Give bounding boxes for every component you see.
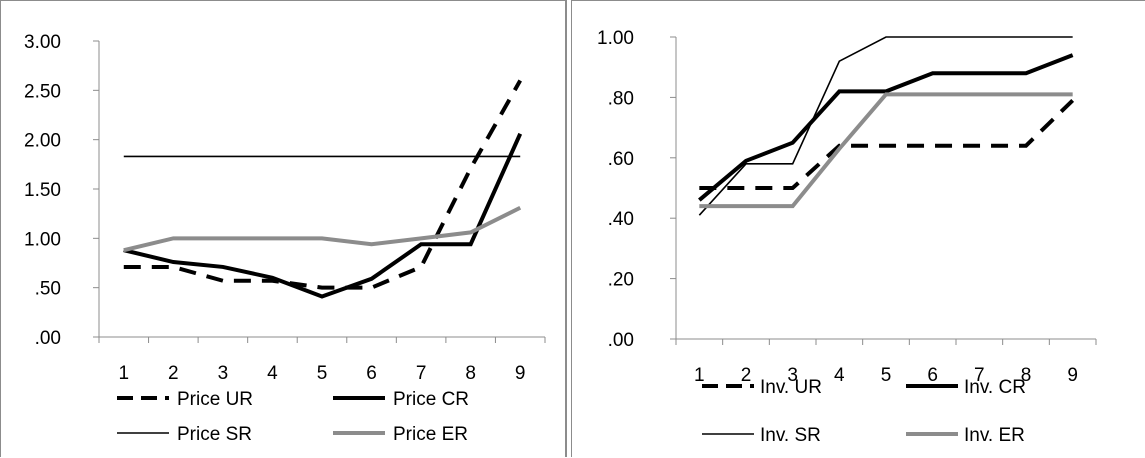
chart-divider [566, 0, 571, 457]
series-line-price-ur [123, 79, 522, 290]
legend-label: Price ER [393, 424, 468, 445]
y-tick-label: .00 [608, 330, 634, 351]
y-tick-label: .60 [608, 149, 634, 170]
x-tick-label: 6 [366, 363, 377, 384]
x-tick-label: 7 [416, 363, 427, 384]
y-tick-label: 1.50 [24, 180, 61, 201]
price-chart-panel: .00 .50 1.00 1.50 2.00 2.50 3.00 1 2 3 4 5 6 7 8 9 Price… [0, 0, 566, 457]
legend-label: Inv. SR [760, 425, 821, 446]
series-line-price-cr [123, 132, 523, 299]
y-tick-label: .00 [35, 328, 61, 349]
x-tick-label: 4 [834, 365, 845, 386]
series-line-inv-cr [698, 53, 1074, 202]
y-tick-label: .20 [608, 270, 634, 291]
legend-label: Inv. CR [964, 377, 1026, 398]
x-tick-label: 1 [694, 365, 705, 386]
y-tick-label: 1.00 [24, 229, 61, 250]
legend-label: Price UR [177, 389, 253, 410]
x-tick-label: 6 [927, 365, 938, 386]
y-tick-label: .80 [608, 88, 634, 109]
series-line-inv-er [699, 92, 1073, 209]
x-tick-label: 5 [881, 365, 892, 386]
x-tick-label: 8 [1021, 365, 1032, 386]
y-tick-label: .50 [35, 279, 61, 300]
legend-label: Price SR [177, 424, 252, 445]
y-tick-label: 3.00 [24, 32, 61, 53]
y-tick-label: 2.50 [24, 81, 61, 102]
x-tick-label: 7 [974, 365, 985, 386]
y-tick-label: 1.00 [597, 28, 634, 49]
inventory-chart-panel: .00 .20 .40 .60 .80 1.00 1 2 3 4 5 6 7 8 9 Inv. UR Inv. … [571, 0, 1145, 457]
x-tick-label: 3 [218, 363, 229, 384]
legend-label: Inv. UR [760, 377, 822, 398]
series-line-price-er [123, 205, 522, 253]
x-tick-label: 9 [1067, 365, 1078, 386]
x-tick-label: 1 [118, 363, 129, 384]
x-tick-label: 2 [168, 363, 179, 384]
y-tick-label: .40 [608, 209, 634, 230]
series-line-inv-sr [698, 36, 1073, 216]
legend-label: Inv. ER [964, 425, 1025, 446]
x-tick-label: 9 [515, 363, 526, 384]
legend-label: Price CR [393, 389, 469, 410]
x-tick-label: 2 [741, 365, 752, 386]
series-line-inv-ur [699, 98, 1075, 190]
x-tick-label: 8 [465, 363, 476, 384]
x-tick-label: 4 [267, 363, 278, 384]
price-chart: .00 .50 1.00 1.50 2.00 2.50 3.00 1 2 3 4 5 6 7 8 9 Price… [24, 32, 546, 445]
inventory-chart: .00 .20 .40 .60 .80 1.00 1 2 3 4 5 6 7 8 9 Inv. UR Inv. … [597, 28, 1097, 446]
y-tick-label: 2.00 [24, 131, 61, 152]
x-tick-label: 5 [317, 363, 328, 384]
x-tick-label: 3 [787, 365, 798, 386]
